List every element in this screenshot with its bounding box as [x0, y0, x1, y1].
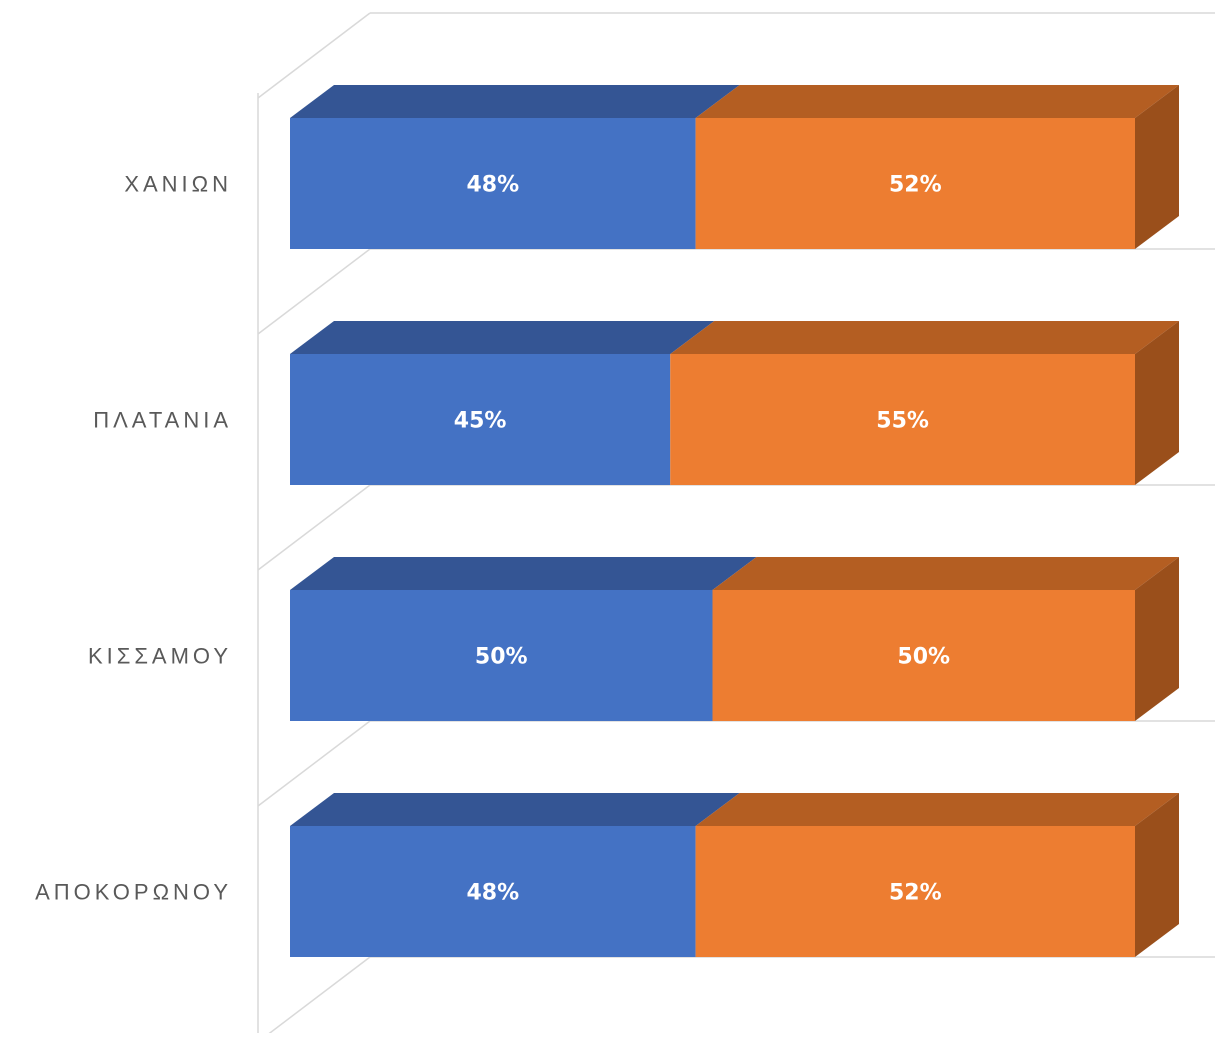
bar-segment-side — [1135, 793, 1179, 957]
bar-row: 50% 50% — [290, 557, 1179, 721]
category-label: ΑΠΟΚΟΡΩΝΟΥ — [35, 880, 232, 905]
grid-diagonal-line — [257, 720, 371, 807]
data-label: 45% — [454, 409, 507, 434]
data-label: 48% — [466, 173, 519, 198]
bar-segment — [670, 354, 1135, 485]
bar-segment-side — [1135, 321, 1179, 485]
grid-diagonal-line — [257, 12, 371, 99]
bar-segment-side — [1135, 557, 1179, 721]
bar-segment — [290, 354, 671, 485]
data-label: 55% — [876, 409, 929, 434]
grid-diagonal-line — [257, 248, 371, 335]
bar-segment-top — [695, 793, 1179, 826]
bar-segment-top — [712, 557, 1179, 590]
bar-segment — [695, 118, 1135, 249]
bar-segment-top — [290, 321, 715, 354]
bar-row: 48% 52% — [290, 85, 1179, 249]
bar-segment-top — [290, 85, 740, 118]
bar-segment — [290, 590, 713, 721]
bar-segment — [712, 590, 1135, 721]
bar-segment — [290, 826, 696, 957]
bar-segment-top — [695, 85, 1179, 118]
category-label: ΠΛΑΤΑΝΙΑ — [93, 408, 232, 433]
bar-segment-side — [1135, 85, 1179, 249]
bar-segment-top — [290, 557, 757, 590]
category-label: ΚΙΣΣΑΜΟΥ — [88, 644, 232, 669]
grid-diagonal-line — [262, 956, 371, 1038]
bar-segment-top — [290, 793, 740, 826]
bar-segment — [695, 826, 1135, 957]
data-label: 48% — [466, 881, 519, 906]
category-labels: ΧΑΝΙΩΝ ΠΛΑΤΑΝΙΑ ΚΙΣΣΑΜΟΥ ΑΠΟΚΟΡΩΝΟΥ — [35, 172, 232, 905]
bar-segment — [290, 118, 696, 249]
data-label: 52% — [889, 881, 942, 906]
bar-row: 48% 52% — [290, 793, 1179, 957]
category-label: ΧΑΝΙΩΝ — [124, 172, 232, 197]
bars: 48% 52% 45% 55% 50% 50% 48% 52% — [290, 85, 1179, 957]
bar-row: 45% 55% — [290, 321, 1179, 485]
data-label: 50% — [897, 645, 950, 670]
grid-diagonal-line — [257, 484, 371, 571]
bar-segment-top — [670, 321, 1179, 354]
data-label: 52% — [889, 173, 942, 198]
data-label: 50% — [475, 645, 528, 670]
